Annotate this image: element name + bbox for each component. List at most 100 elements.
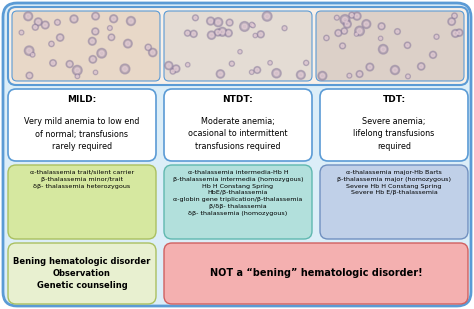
Circle shape (394, 29, 401, 35)
Text: Very mild anemia to low end
of normal; transfusions
rarely required: Very mild anemia to low end of normal; t… (24, 117, 140, 151)
Circle shape (219, 72, 222, 76)
Circle shape (274, 71, 279, 76)
Circle shape (56, 34, 64, 41)
Circle shape (94, 14, 98, 18)
Circle shape (380, 37, 382, 40)
Circle shape (456, 29, 463, 36)
Circle shape (120, 64, 130, 74)
Circle shape (335, 30, 342, 36)
Circle shape (296, 70, 305, 79)
Circle shape (340, 15, 350, 25)
Circle shape (94, 71, 97, 74)
Circle shape (34, 26, 37, 29)
Circle shape (167, 63, 171, 68)
Text: NTDT:: NTDT: (223, 95, 254, 104)
Circle shape (339, 43, 346, 49)
Text: α-thalassemia trait/silent carrier
β-thalassemia minor/trait
δβ- thalassemia het: α-thalassemia trait/silent carrier β-tha… (30, 170, 134, 188)
Circle shape (378, 23, 385, 30)
Circle shape (126, 41, 130, 46)
Circle shape (242, 24, 247, 29)
Circle shape (216, 31, 220, 34)
Circle shape (347, 73, 352, 78)
Circle shape (366, 63, 374, 71)
Circle shape (97, 49, 107, 58)
Circle shape (192, 32, 195, 36)
Circle shape (251, 71, 253, 73)
Circle shape (283, 27, 286, 29)
FancyBboxPatch shape (164, 89, 312, 161)
Circle shape (43, 23, 47, 27)
Circle shape (24, 46, 34, 56)
Circle shape (435, 36, 438, 38)
Circle shape (66, 61, 73, 68)
Circle shape (368, 65, 372, 69)
Circle shape (452, 13, 457, 19)
FancyBboxPatch shape (3, 3, 471, 306)
Circle shape (378, 36, 383, 40)
Circle shape (145, 44, 152, 51)
Circle shape (75, 68, 80, 73)
Circle shape (72, 17, 76, 21)
Circle shape (253, 33, 257, 38)
FancyBboxPatch shape (316, 11, 464, 81)
Circle shape (128, 19, 133, 23)
Circle shape (34, 18, 42, 26)
Circle shape (407, 75, 409, 78)
Circle shape (355, 32, 358, 36)
Circle shape (320, 74, 325, 78)
Circle shape (186, 32, 189, 35)
Circle shape (396, 30, 399, 33)
Circle shape (192, 15, 199, 21)
Circle shape (127, 16, 136, 26)
Text: Moderate anemia;
ocasional to intermittent
transfusions required: Moderate anemia; ocasional to intermitte… (188, 117, 288, 151)
Circle shape (249, 22, 254, 27)
Circle shape (92, 12, 100, 20)
Circle shape (350, 14, 353, 17)
FancyBboxPatch shape (12, 11, 160, 81)
Circle shape (164, 61, 173, 70)
Circle shape (264, 14, 270, 19)
Circle shape (381, 47, 386, 52)
Circle shape (229, 61, 235, 66)
FancyBboxPatch shape (8, 165, 156, 239)
Circle shape (214, 18, 223, 27)
Text: α-thalassemia intermedia-Hb H
β-thalassemia intermedia (homozygous)
Hb H Constan: α-thalassemia intermedia-Hb H β-thalasse… (173, 170, 303, 216)
Circle shape (239, 51, 241, 53)
Circle shape (262, 11, 272, 21)
Circle shape (110, 36, 113, 39)
Circle shape (448, 18, 456, 25)
FancyBboxPatch shape (164, 11, 312, 81)
Circle shape (240, 22, 249, 32)
Circle shape (112, 17, 116, 21)
Circle shape (254, 34, 256, 36)
Circle shape (30, 52, 35, 57)
Circle shape (348, 74, 351, 77)
Circle shape (68, 62, 72, 66)
Circle shape (238, 49, 242, 54)
Circle shape (272, 69, 281, 78)
Text: Severe anemia;
lifelong transfusions
required: Severe anemia; lifelong transfusions req… (354, 117, 435, 151)
Circle shape (216, 20, 220, 24)
Circle shape (252, 24, 254, 27)
Circle shape (50, 60, 56, 66)
Circle shape (392, 68, 397, 72)
Circle shape (36, 20, 40, 24)
Circle shape (51, 61, 55, 65)
Circle shape (457, 31, 461, 35)
Circle shape (93, 30, 97, 33)
Circle shape (259, 32, 263, 36)
Circle shape (170, 69, 175, 74)
Circle shape (269, 62, 271, 64)
Circle shape (345, 22, 349, 26)
Circle shape (225, 29, 232, 37)
Circle shape (122, 66, 128, 71)
Circle shape (148, 48, 157, 57)
Text: NOT a “bening” hematologic disorder!: NOT a “bening” hematologic disorder! (210, 269, 422, 278)
Circle shape (26, 72, 33, 79)
Circle shape (220, 30, 225, 34)
Circle shape (254, 67, 261, 74)
FancyBboxPatch shape (8, 7, 468, 85)
Circle shape (187, 64, 189, 66)
Circle shape (257, 31, 264, 38)
Circle shape (228, 21, 231, 24)
